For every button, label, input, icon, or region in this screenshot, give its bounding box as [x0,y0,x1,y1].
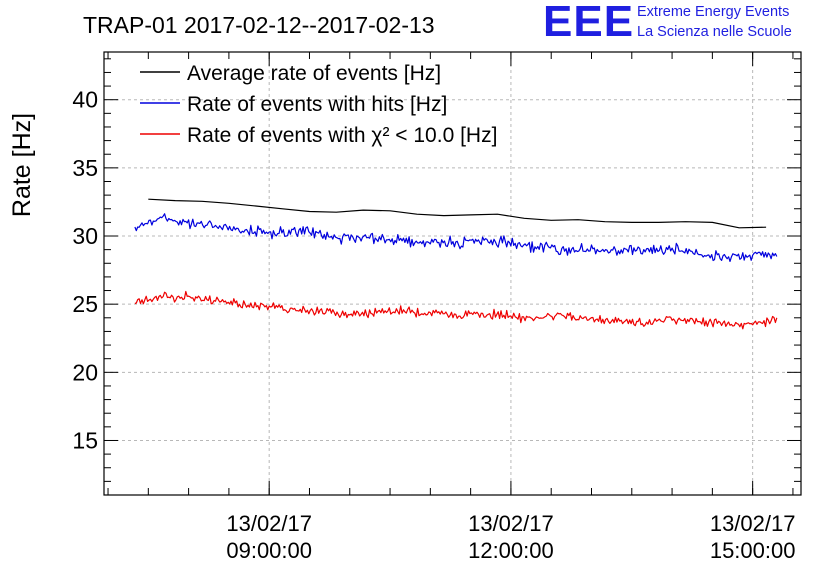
legend: Average rate of events [Hz] Rate of even… [140,62,497,147]
logo-subtitle: La Scienza nelle Scuole [637,24,792,40]
eee-logo: EEE [543,0,635,46]
axis-ticks [104,52,801,496]
tick-labels: 15202530354013/02/1709:00:0013/02/1712:0… [72,87,795,563]
series-average-line [148,198,767,229]
x-tick-label-time: 09:00:00 [226,538,312,563]
logo-title: Extreme Energy Events [637,4,790,20]
x-tick-label-date: 13/02/17 [226,511,312,536]
y-axis-label: Rate [Hz] [8,113,36,217]
series-layer [134,198,778,330]
series-chi2-line [134,290,778,330]
x-tick-label-time: 12:00:00 [468,538,554,563]
y-tick-label: 40 [72,87,98,113]
chart-title: TRAP-01 2017-02-12--2017-02-13 [83,12,435,38]
x-tick-label-time: 15:00:00 [710,538,796,563]
legend-label-hits: Rate of events with hits [Hz] [187,93,447,116]
plot-frame [103,51,802,496]
x-tick-label-date: 13/02/17 [468,511,554,536]
x-tick-label-date: 13/02/17 [710,511,796,536]
legend-label-chi2: Rate of events with χ² < 10.0 [Hz] [187,124,497,147]
y-tick-label: 15 [72,427,98,453]
series-hits-line [134,213,778,262]
y-tick-label: 25 [72,291,98,317]
grid-lines [104,52,801,495]
y-tick-label: 20 [72,359,98,385]
y-tick-label: 35 [72,155,98,181]
legend-label-average: Average rate of events [Hz] [187,62,441,85]
y-tick-label: 30 [72,223,98,249]
